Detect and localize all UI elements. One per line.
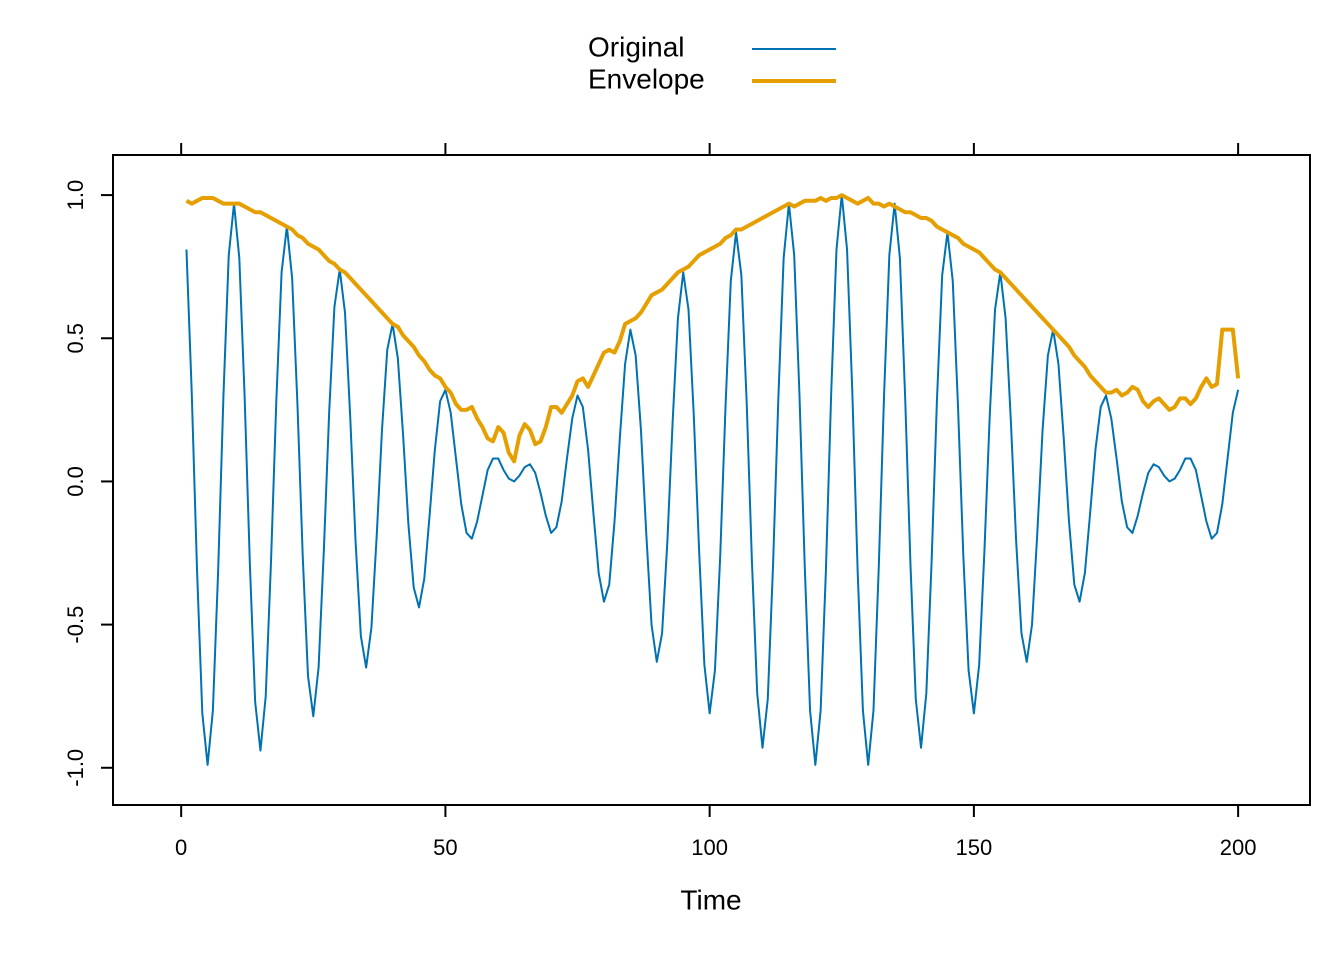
x-tick-label: 200 (1220, 835, 1257, 860)
series-line (185, 194, 1240, 766)
y-tick-label: -1.0 (63, 749, 88, 787)
x-axis-label: Time (680, 884, 741, 915)
x-tick-label: 0 (175, 835, 187, 860)
y-tick-label: 0.5 (63, 323, 88, 354)
y-tick-label: 1.0 (63, 180, 88, 211)
plot-frame (112, 154, 1311, 806)
legend-label: Envelope (588, 63, 705, 94)
y-tick-label: 0.0 (63, 466, 88, 497)
x-tick-label: 100 (691, 835, 728, 860)
series-line (185, 193, 1241, 464)
y-tick-label: -0.5 (63, 606, 88, 644)
x-tick-label: 50 (433, 835, 457, 860)
legend-label: Original (588, 31, 684, 62)
x-tick-label: 150 (956, 835, 993, 860)
